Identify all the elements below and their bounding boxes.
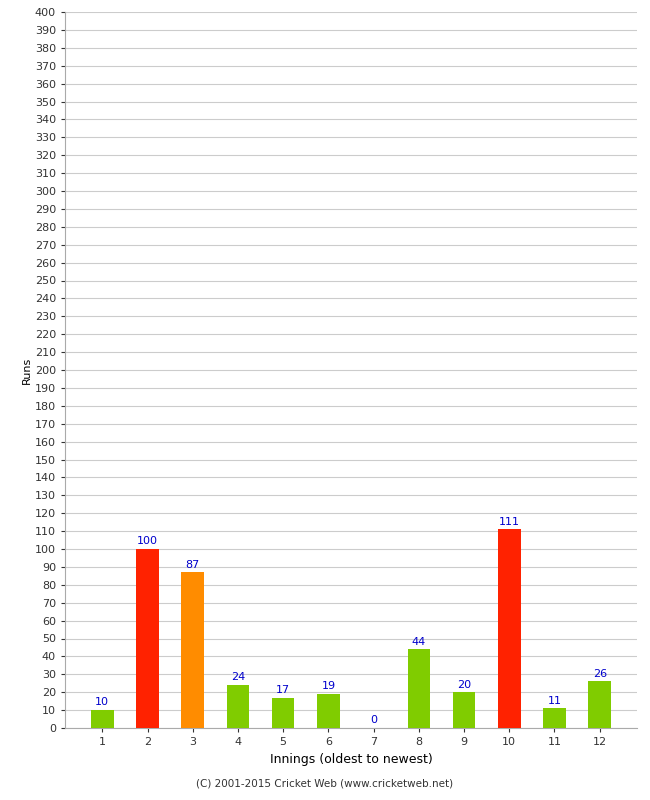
Text: 44: 44	[411, 637, 426, 646]
Bar	[453, 692, 475, 728]
Text: 87: 87	[186, 559, 200, 570]
X-axis label: Innings (oldest to newest): Innings (oldest to newest)	[270, 753, 432, 766]
Text: 10: 10	[96, 698, 109, 707]
Bar	[498, 530, 521, 728]
Bar	[408, 650, 430, 728]
Bar	[91, 710, 114, 728]
Bar	[272, 698, 294, 728]
Text: 0: 0	[370, 715, 377, 726]
Text: (C) 2001-2015 Cricket Web (www.cricketweb.net): (C) 2001-2015 Cricket Web (www.cricketwe…	[196, 778, 454, 788]
Bar	[317, 694, 340, 728]
Bar	[543, 708, 566, 728]
Bar	[181, 572, 204, 728]
Bar	[227, 685, 249, 728]
Text: 17: 17	[276, 685, 291, 695]
Bar	[136, 549, 159, 728]
Text: 26: 26	[593, 669, 606, 678]
Text: 100: 100	[137, 536, 158, 546]
Text: 20: 20	[457, 679, 471, 690]
Y-axis label: Runs: Runs	[22, 356, 32, 384]
Bar	[588, 682, 611, 728]
Text: 24: 24	[231, 672, 245, 682]
Text: 11: 11	[547, 696, 562, 706]
Text: 111: 111	[499, 517, 520, 526]
Text: 19: 19	[321, 682, 335, 691]
